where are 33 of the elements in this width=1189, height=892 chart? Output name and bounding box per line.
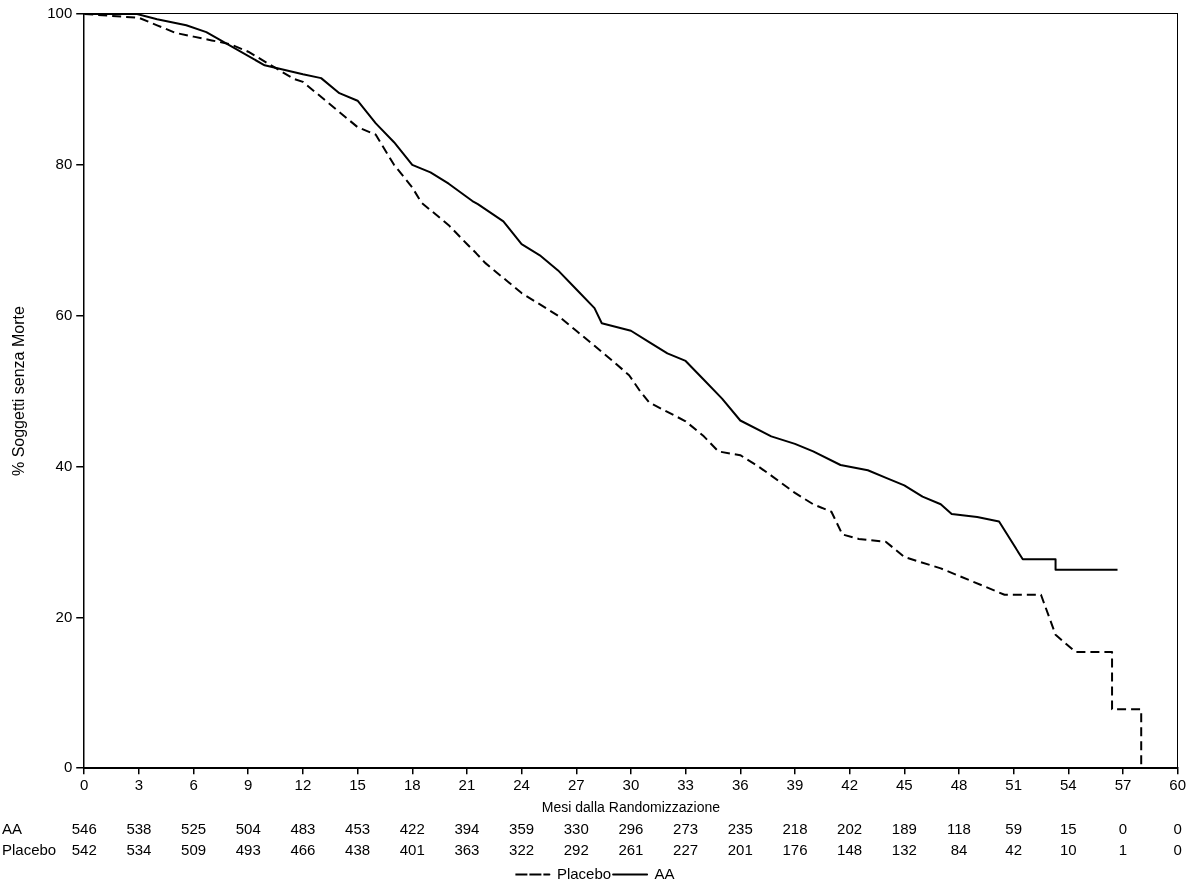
y-tick-label: 100 [47, 4, 73, 22]
y-tick-label: 80 [55, 154, 73, 172]
x-tick-label: 24 [513, 776, 530, 794]
x-tick-label: 12 [294, 776, 312, 794]
y-tick-label: 0 [63, 758, 73, 776]
x-tick-label: 48 [950, 776, 968, 794]
x-tick-label: 3 [134, 776, 144, 794]
x-tick-label: 6 [189, 776, 198, 794]
legend-label: Placebo [556, 864, 612, 882]
x-axis-title: Mesi dalla Randomizzazione [541, 799, 721, 816]
x-tick-label: 9 [244, 776, 253, 794]
x-tick-label: 54 [1059, 776, 1077, 794]
x-tick-label: 33 [677, 776, 694, 794]
legend-label: AA [654, 864, 675, 882]
x-tick-label: 39 [786, 776, 804, 794]
x-tick-label: 15 [349, 776, 366, 794]
text: AA 546 538 525 504 483 453 422 394 359 330 296 273 235 218 202 189 118 59 15 0 0 [2, 819, 1182, 837]
x-tick-label: 51 [1005, 776, 1022, 794]
x-tick-label: 45 [895, 776, 913, 794]
x-tick-label: 57 [1114, 776, 1132, 794]
x-tick-label: 21 [458, 776, 476, 794]
x-tick-label: 27 [567, 776, 585, 794]
x-tick-label: 30 [622, 776, 640, 794]
y-tick-label: 40 [55, 456, 73, 474]
y-tick-label: 60 [55, 305, 73, 323]
x-tick-label: 0 [80, 776, 89, 794]
y-tick-label: 20 [55, 607, 73, 625]
x-tick-label: 36 [731, 776, 749, 794]
x-tick-label: 42 [841, 776, 858, 794]
x-tick-label: 60 [1169, 776, 1186, 794]
x-tick-label: 18 [403, 776, 421, 794]
y-axis-title: % Soggetti senza Morte [10, 306, 28, 477]
text: Placebo 542 534 509 493 466 438 401 363 322 292 261 227 201 176 148 132 84 42 10 1 0 [2, 840, 1182, 858]
